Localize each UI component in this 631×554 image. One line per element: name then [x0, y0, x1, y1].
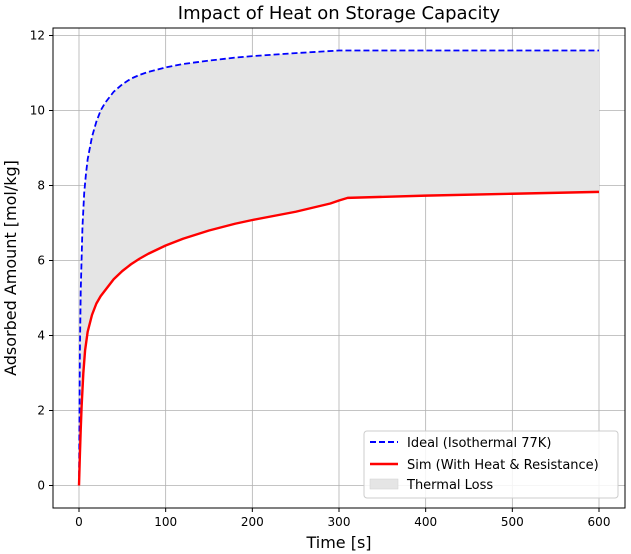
- x-tick-label: 100: [154, 515, 177, 529]
- fill-layer: [79, 50, 599, 486]
- x-tick-label: 500: [501, 515, 524, 529]
- thermal-loss-area: [79, 50, 599, 486]
- legend-marker-thermal-loss: [369, 478, 399, 490]
- x-axis-label: Time [s]: [305, 533, 371, 552]
- y-axis-label: Adsorbed Amount [mol/kg]: [1, 160, 20, 376]
- ideal-series-line: [78, 49, 599, 486]
- x-tick-label: 600: [588, 515, 611, 529]
- legend: Ideal (Isothermal 77K) Sim (With Heat & …: [363, 430, 619, 499]
- chart-title: Impact of Heat on Storage Capacity: [178, 3, 501, 24]
- y-tick-label: 8: [37, 179, 45, 193]
- x-tick-label: 300: [328, 515, 351, 529]
- legend-label-sim: Sim (With Heat & Resistance): [407, 458, 599, 473]
- legend-box: [363, 430, 619, 499]
- y-tick-label: 2: [37, 404, 45, 418]
- legend-label-ideal: Ideal (Isothermal 77K): [407, 436, 551, 451]
- x-tick-label: 400: [414, 515, 437, 529]
- y-tick-label: 10: [30, 104, 45, 118]
- series-layer: [77, 49, 600, 486]
- sim-series-line: [77, 190, 600, 486]
- x-tick-label: 200: [241, 515, 264, 529]
- y-tick-label: 12: [30, 29, 45, 43]
- x-tick-label: 0: [75, 515, 83, 529]
- legend-label-thermal-loss: Thermal Loss: [406, 478, 493, 493]
- y-tick-label: 0: [37, 479, 45, 493]
- y-tick-label: 6: [37, 254, 45, 268]
- y-tick-label: 4: [37, 329, 45, 343]
- ticks: 0 100 200 300 400 500 600 0 2 4 6 8 10 12: [30, 29, 611, 530]
